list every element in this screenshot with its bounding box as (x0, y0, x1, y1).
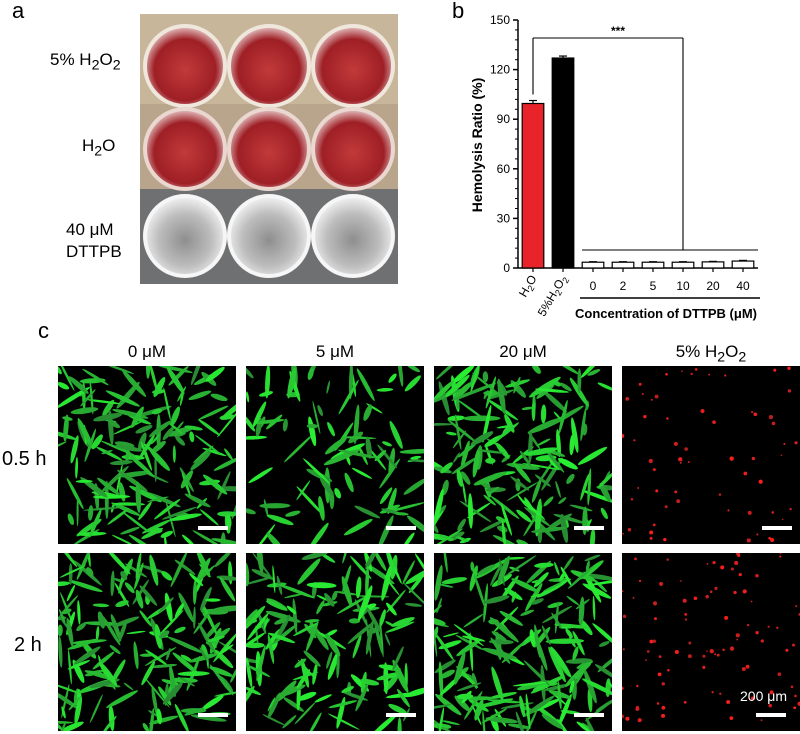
scale-bar (756, 713, 786, 717)
scale-bar (198, 713, 228, 717)
row-label-2h: 2 h (14, 634, 42, 656)
micrograph-0um-2h (58, 553, 236, 731)
y-tick-label: 0 (503, 261, 510, 275)
scale-bar (574, 713, 604, 717)
chart-ticks: 0 30 60 90 120 150 (490, 13, 518, 275)
significance-stars: *** (611, 24, 625, 38)
y-tick-label: 60 (497, 162, 511, 176)
scale-bar-label: 200 μm (740, 688, 787, 704)
label-h2o2: 5% H2O2 (50, 50, 121, 74)
scale-bar (198, 526, 228, 530)
x-tick-label: 0 (590, 279, 597, 293)
significance-bracket: *** (532, 24, 758, 251)
bar (731, 260, 755, 269)
x-axis-label: Concentration of DTTPB (μM) (575, 306, 757, 321)
y-tick-label: 90 (497, 112, 511, 126)
micrograph-h2o2-0-5h (622, 366, 800, 544)
label-dttpb: DTTPB (66, 242, 122, 261)
scale-bar (574, 526, 604, 530)
y-tick-label: 150 (490, 13, 510, 27)
panel-a-letter: a (12, 0, 25, 23)
micrograph-h2o2-2h (622, 553, 800, 731)
wells-row-h2o2 (143, 24, 395, 108)
x-tick-label: H2O (516, 273, 541, 301)
bar (611, 261, 635, 269)
column-label-5um: 5 μM (315, 342, 355, 361)
micrograph-20um-2h (434, 553, 612, 731)
hemolysis-chart: Hemolysis Ratio (%) 0 30 60 90 120 150 H2O5%H… (469, 13, 760, 321)
micrograph-5um-0-5h (246, 366, 424, 544)
well-plate-photo (140, 14, 398, 284)
scale-bar (386, 526, 416, 530)
y-tick-label: 30 (497, 211, 511, 225)
wells-row-h2o (143, 107, 395, 191)
bar (551, 57, 575, 269)
y-axis-label: Hemolysis Ratio (%) (469, 78, 485, 213)
column-label-20um: 20 μM (499, 342, 547, 361)
micrograph-20um-0-5h (434, 366, 612, 544)
bar (641, 261, 665, 269)
scale-bar (386, 713, 416, 717)
x-tick-label: 20 (706, 279, 720, 293)
bar (581, 261, 605, 269)
panel-b-letter: b (452, 0, 465, 23)
x-tick-label: 10 (676, 279, 690, 293)
x-tick-label: 5%H2O2 (535, 273, 572, 320)
bar (701, 261, 725, 269)
wells-row-dttpb (143, 194, 395, 278)
bar (671, 261, 695, 269)
column-label-h2o2: 5% H2O2 (675, 342, 747, 366)
scale-bar (762, 526, 792, 530)
label-h2o: H2O (82, 136, 116, 160)
x-tick-label: 5 (650, 279, 657, 293)
column-label-0um: 0 μM (127, 342, 167, 361)
chart-bars (521, 55, 755, 269)
y-tick-label: 120 (490, 63, 510, 77)
bar (521, 102, 545, 269)
x-tick-label: 40 (736, 279, 750, 293)
micrograph-5um-2h (246, 553, 424, 731)
panel-c-letter: c (38, 318, 49, 343)
micrograph-0um-0-5h (58, 366, 236, 544)
row-label-0-5h: 0.5 h (2, 448, 47, 470)
x-tick-label: 2 (620, 279, 627, 293)
label-40um: 40 μM (66, 220, 114, 239)
